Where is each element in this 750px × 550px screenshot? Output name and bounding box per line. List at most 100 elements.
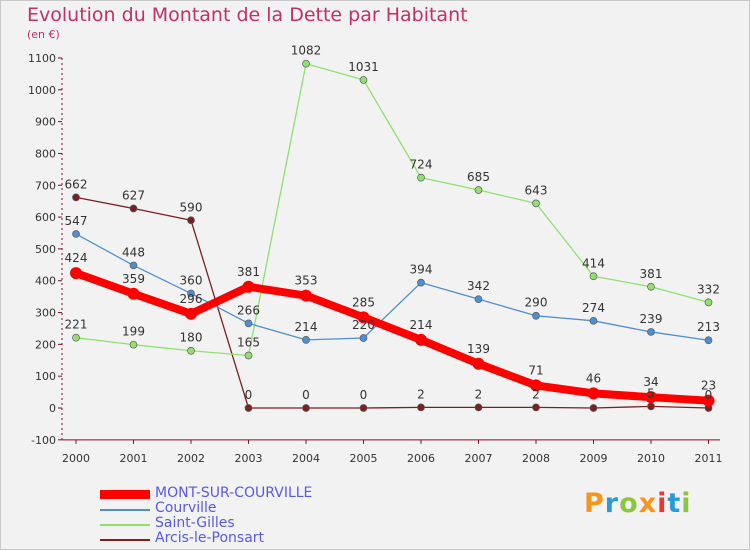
logo-letter: x xyxy=(638,488,658,519)
data-label: 34 xyxy=(643,375,658,389)
x-tick-label: 2004 xyxy=(292,452,320,465)
data-point xyxy=(587,387,600,400)
y-tick-label: 600 xyxy=(35,211,56,224)
data-point xyxy=(302,336,310,344)
data-point xyxy=(589,316,598,325)
legend-label: Arcis-le-Ponsart xyxy=(155,530,265,546)
x-tick-label: 2007 xyxy=(465,452,493,465)
data-label: 180 xyxy=(180,331,203,345)
data-label: 213 xyxy=(697,320,720,334)
data-label: 1082 xyxy=(291,44,322,58)
legend-label: MONT-SUR-COURVILLE xyxy=(155,485,313,501)
data-point xyxy=(129,261,138,270)
data-point xyxy=(702,394,715,407)
x-tick-label: 2006 xyxy=(407,452,435,465)
data-label: 220 xyxy=(352,318,375,332)
x-tick-label: 2000 xyxy=(62,452,90,465)
data-label: 199 xyxy=(122,325,145,339)
data-point xyxy=(647,282,655,291)
data-label: 353 xyxy=(295,274,318,288)
data-point xyxy=(187,216,195,225)
logo-letter: P xyxy=(584,488,605,519)
series-line-mont-sur-courville xyxy=(74,269,709,405)
logo-letter: o xyxy=(619,488,639,519)
data-point xyxy=(532,199,540,208)
data-label: 414 xyxy=(582,256,605,270)
data-label: 266 xyxy=(237,303,260,317)
data-point xyxy=(645,391,657,404)
data-point xyxy=(474,403,483,412)
y-tick-label: 1100 xyxy=(28,52,56,65)
logo-letter: t xyxy=(667,488,682,519)
data-label: 139 xyxy=(467,342,490,356)
data-label: 239 xyxy=(640,312,663,326)
data-label: 290 xyxy=(525,296,548,310)
y-tick-label: 0 xyxy=(49,402,56,415)
legend-swatch xyxy=(100,490,150,499)
legend-swatch xyxy=(100,524,150,526)
x-tick-label: 2010 xyxy=(637,452,665,465)
data-point xyxy=(70,267,82,280)
data-point xyxy=(302,404,310,412)
x-tick-label: 2005 xyxy=(350,452,378,465)
y-tick-label: 700 xyxy=(35,179,56,192)
series-line-arcis-le-ponsart xyxy=(75,196,709,409)
data-label: 424 xyxy=(65,251,88,265)
x-tick-label: 2009 xyxy=(580,452,608,465)
data-point xyxy=(704,336,713,345)
data-label: 0 xyxy=(245,388,253,402)
x-tick-label: 2003 xyxy=(235,452,263,465)
data-label: 1031 xyxy=(348,60,379,74)
data-point xyxy=(474,295,483,304)
logo-letter: i xyxy=(657,488,668,519)
data-point xyxy=(187,346,195,355)
y-tick-label: 100 xyxy=(35,370,56,383)
data-point xyxy=(244,319,253,328)
data-label: 71 xyxy=(528,363,543,377)
y-tick-label: 800 xyxy=(35,147,56,160)
x-tick-label: 2001 xyxy=(120,452,148,465)
data-point xyxy=(244,404,253,412)
data-label: 547 xyxy=(65,214,88,228)
data-label: 221 xyxy=(65,318,88,332)
data-point xyxy=(417,278,425,287)
data-point xyxy=(472,357,485,370)
data-label: 23 xyxy=(701,379,716,393)
data-point xyxy=(532,403,540,412)
data-label: 662 xyxy=(65,177,88,191)
x-tick-label: 2002 xyxy=(177,452,205,465)
data-label: 46 xyxy=(586,371,601,385)
data-point xyxy=(415,333,427,346)
data-label: 685 xyxy=(467,170,490,184)
data-label: 394 xyxy=(410,263,433,277)
data-label: 448 xyxy=(122,245,145,259)
legend-swatch xyxy=(100,539,150,541)
data-label: 381 xyxy=(237,265,260,279)
data-point xyxy=(417,173,425,182)
data-point xyxy=(72,333,80,342)
data-point xyxy=(474,186,483,194)
data-point xyxy=(185,307,197,320)
data-point xyxy=(72,193,80,202)
data-label: 0 xyxy=(360,388,368,402)
data-point xyxy=(647,328,655,336)
data-label: 214 xyxy=(295,320,318,334)
data-label: 5 xyxy=(647,386,655,400)
y-tick-label: 300 xyxy=(35,307,56,320)
data-point xyxy=(589,272,598,281)
data-label: 0 xyxy=(302,388,310,402)
data-point xyxy=(532,311,540,320)
chart-title: Evolution du Montant de la Dette par Hab… xyxy=(27,4,468,26)
y-tick-label: -100 xyxy=(31,434,56,447)
data-point xyxy=(704,298,713,307)
data-point xyxy=(359,76,368,84)
data-label: 724 xyxy=(410,158,433,172)
data-point xyxy=(359,334,368,342)
legend-label: Courville xyxy=(155,500,217,516)
data-point xyxy=(244,351,253,360)
data-label: 285 xyxy=(352,295,375,309)
legend-swatch xyxy=(100,509,150,511)
data-label: 2 xyxy=(417,387,425,401)
data-label: 2 xyxy=(532,387,540,401)
